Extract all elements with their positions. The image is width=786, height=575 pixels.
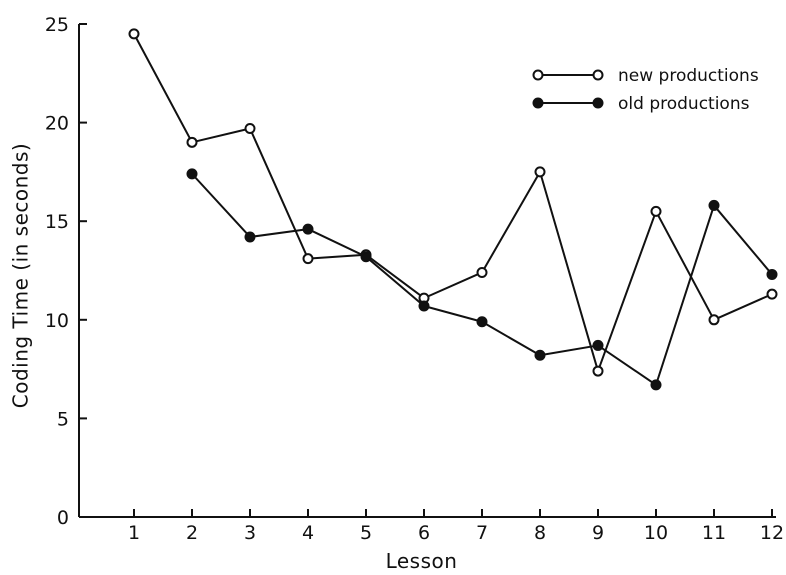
- x-tick-label: 5: [360, 522, 372, 544]
- data-point: [650, 379, 662, 391]
- legend-label: old productions: [618, 94, 750, 114]
- x-axis-title: Lesson: [386, 549, 458, 573]
- series-line: [191, 173, 773, 386]
- data-point: [766, 288, 778, 300]
- data-point: [476, 316, 488, 328]
- x-tick-label: 7: [476, 522, 488, 544]
- y-axis-title: Coding Time (in seconds): [9, 143, 33, 408]
- legend-item-2: old productions: [532, 94, 750, 114]
- data-point: [592, 339, 604, 351]
- x-tick-label: 4: [302, 522, 314, 544]
- y-tick-label: 10: [45, 310, 69, 332]
- x-tick-label: 11: [702, 522, 726, 544]
- data-point: [186, 136, 198, 148]
- legend-marker: [532, 97, 544, 109]
- x-tick-label: 10: [644, 522, 668, 544]
- y-tick-label: 20: [45, 113, 69, 135]
- legend-item-1: new productions: [532, 66, 759, 86]
- legend: new productions old productions: [532, 66, 759, 114]
- data-point: [418, 300, 430, 312]
- data-point: [708, 314, 720, 326]
- y-tick-label: 25: [45, 14, 69, 36]
- data-point: [708, 199, 720, 211]
- data-point: [534, 349, 546, 361]
- data-point: [534, 166, 546, 178]
- data-point: [592, 365, 604, 377]
- data-point: [476, 266, 488, 278]
- data-point: [244, 123, 256, 135]
- series-2: [186, 168, 778, 391]
- x-tick-label: 2: [186, 522, 198, 544]
- y-axis-ticks: 0 5 10 15 20 25: [45, 14, 87, 529]
- x-tick-label: 9: [592, 522, 604, 544]
- data-point: [360, 251, 372, 263]
- series-layer: [128, 28, 778, 391]
- x-tick-label: 6: [418, 522, 430, 544]
- x-axis-ticks: 1 2 3 4 5 6 7 8 9 10 11 12: [128, 509, 784, 544]
- data-point: [650, 205, 662, 217]
- data-point: [302, 223, 314, 235]
- data-point: [766, 268, 778, 280]
- data-point: [302, 253, 314, 265]
- data-point: [186, 168, 198, 180]
- x-tick-label: 8: [534, 522, 546, 544]
- legend-marker: [532, 69, 544, 81]
- y-tick-label: 15: [45, 211, 69, 233]
- x-tick-label: 1: [128, 522, 140, 544]
- data-point: [244, 231, 256, 243]
- legend-marker: [592, 69, 604, 81]
- series-line: [133, 33, 773, 373]
- x-tick-label: 3: [244, 522, 256, 544]
- y-tick-label: 5: [57, 408, 69, 430]
- axes: [78, 24, 776, 518]
- legend-marker: [592, 97, 604, 109]
- y-tick-label: 0: [57, 507, 69, 529]
- legend-label: new productions: [618, 66, 759, 86]
- x-tick-label: 12: [760, 522, 784, 544]
- data-point: [128, 28, 140, 40]
